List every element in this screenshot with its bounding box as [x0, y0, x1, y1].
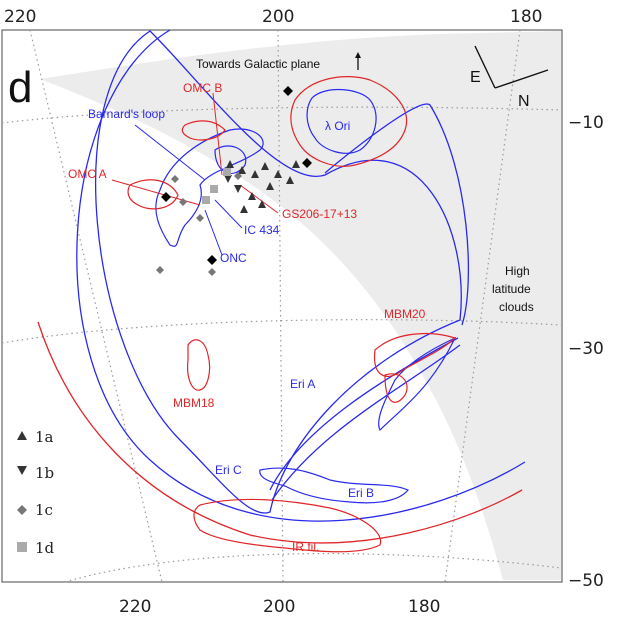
- up-arrow-icon: [355, 52, 361, 70]
- legend-label-1b: 1b: [35, 464, 54, 482]
- gs206-connector: [239, 184, 279, 214]
- top-tick-180: 180: [510, 7, 542, 27]
- marker-1a: [266, 182, 274, 190]
- top-tick-220: 220: [4, 7, 36, 27]
- omc-b-label: OMC B: [183, 81, 222, 95]
- gs206-label: GS206-17+13: [282, 207, 357, 221]
- mbm20-label: MBM20: [384, 307, 426, 321]
- coordinate-grid: [1, 29, 562, 583]
- high-latitude-label-1: High: [505, 264, 530, 278]
- eri-c-label: Eri C: [215, 463, 242, 477]
- marker-1c: [179, 198, 187, 206]
- ic434-connector: [214, 199, 243, 229]
- marker-1a: [292, 160, 300, 168]
- bottom-tick-220: 220: [119, 597, 151, 617]
- red-outer-arc: [37, 321, 523, 544]
- grid-lon-200: [277, 29, 284, 583]
- legend: 1a 1b 1c 1d: [17, 428, 55, 557]
- black-diamond-marker: [161, 192, 171, 202]
- grid-lat-10: [1, 106, 562, 124]
- marker-1a: [248, 192, 256, 200]
- right-tick-minus50: −50: [568, 571, 604, 591]
- black-diamond-marker: [283, 86, 293, 96]
- marker-1a: [238, 166, 246, 174]
- markers-1a: [226, 160, 300, 213]
- ir-fil-label: IR fil.: [292, 540, 319, 554]
- compass-icon: [474, 45, 549, 89]
- barnards-loop-label: Barnard's loop: [88, 107, 165, 121]
- omc-b-connector: [212, 92, 223, 176]
- legend-label-1a: 1a: [35, 428, 54, 446]
- marker-1b: [224, 175, 232, 183]
- markers-1c: [156, 172, 242, 276]
- top-tick-200: 200: [262, 7, 294, 27]
- bottom-tick-200: 200: [263, 597, 295, 617]
- triangle-up-icon: [17, 431, 27, 440]
- grey-shaded-region: [40, 31, 561, 580]
- omc-a-label: OMC A: [68, 167, 107, 181]
- marker-1d: [210, 185, 218, 193]
- grid-lat-50: [64, 552, 562, 583]
- bottom-tick-180: 180: [408, 597, 440, 617]
- marker-1a: [251, 170, 259, 178]
- marker-1d: [202, 196, 210, 204]
- marker-1c: [234, 172, 242, 180]
- red-cloud-contours: [127, 76, 457, 553]
- marker-1c: [171, 175, 179, 183]
- blue-large-arc: [76, 29, 526, 522]
- marker-1a: [274, 170, 282, 178]
- marker-1a: [261, 162, 269, 170]
- marker-1a: [258, 200, 266, 208]
- diamond-icon: [17, 505, 27, 515]
- mbm18-label: MBM18: [173, 396, 215, 410]
- triangle-down-icon: [17, 466, 27, 475]
- marker-1c: [156, 266, 164, 274]
- lambda-ori-label: λ Ori: [325, 119, 350, 133]
- onc-connector: [204, 209, 223, 256]
- right-tick-minus30: −30: [568, 339, 604, 359]
- legend-label-1c: 1c: [35, 501, 53, 519]
- ic434-label: IC 434: [244, 223, 280, 237]
- galactic-plane-label: Towards Galactic plane: [196, 57, 320, 71]
- marker-1a: [226, 160, 234, 168]
- black-diamond-marker: [207, 255, 217, 265]
- grid-lat-30: [1, 319, 562, 344]
- markers-1b: [224, 175, 242, 193]
- square-icon: [17, 542, 27, 552]
- black-diamond-markers: [161, 86, 312, 265]
- blue-cloud-contours: [155, 88, 457, 504]
- right-tick-minus10: −10: [568, 113, 604, 133]
- eri-b-label: Eri B: [348, 486, 374, 500]
- barnards-loop-connector: [134, 124, 206, 181]
- marker-1a: [286, 176, 294, 184]
- high-latitude-label-3: clouds: [499, 300, 534, 314]
- lambda-ori-ellipse: [324, 103, 470, 326]
- panel-letter: d: [8, 63, 32, 112]
- legend-label-1d: 1d: [35, 539, 55, 557]
- markers-1d: [202, 168, 231, 204]
- onc-label: ONC: [220, 251, 247, 265]
- black-diamond-marker: [302, 158, 312, 168]
- eri-a-label: Eri A: [290, 377, 315, 391]
- marker-1b: [234, 185, 242, 193]
- marker-1d: [223, 168, 231, 176]
- marker-1c: [196, 214, 204, 222]
- marker-1c: [208, 268, 216, 276]
- compass-e-label: E: [470, 69, 481, 86]
- marker-1a: [240, 205, 248, 213]
- compass-n-label: N: [518, 93, 530, 110]
- barnards-loop-ellipse: [95, 30, 462, 514]
- high-latitude-label-2: latitude: [492, 282, 531, 296]
